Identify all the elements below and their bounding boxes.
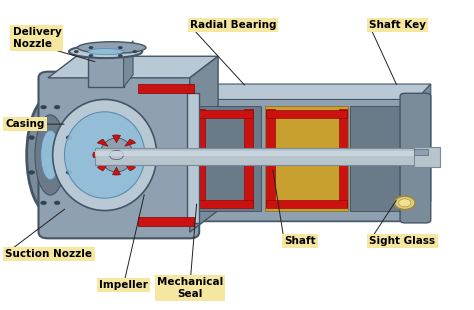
- Circle shape: [66, 136, 72, 140]
- Bar: [244, 109, 253, 207]
- Bar: [414, 147, 440, 167]
- Bar: [197, 200, 253, 208]
- Bar: [414, 149, 428, 155]
- Ellipse shape: [64, 112, 145, 198]
- Circle shape: [109, 150, 124, 160]
- Ellipse shape: [88, 49, 123, 55]
- Bar: [197, 110, 253, 118]
- FancyBboxPatch shape: [38, 72, 199, 238]
- Wedge shape: [98, 139, 108, 146]
- Bar: [350, 106, 412, 210]
- Wedge shape: [98, 164, 108, 171]
- Circle shape: [54, 105, 60, 109]
- Circle shape: [74, 50, 79, 53]
- Circle shape: [54, 201, 60, 205]
- Ellipse shape: [35, 115, 66, 195]
- Wedge shape: [128, 152, 140, 158]
- Bar: [95, 148, 417, 165]
- Text: Mechanical
Seal: Mechanical Seal: [156, 277, 223, 299]
- Wedge shape: [125, 139, 136, 146]
- Bar: [194, 106, 261, 210]
- Polygon shape: [48, 56, 218, 78]
- Ellipse shape: [77, 42, 146, 53]
- Bar: [266, 109, 275, 207]
- Text: Delivery
Nozzle: Delivery Nozzle: [12, 27, 61, 49]
- Wedge shape: [93, 152, 105, 158]
- Circle shape: [41, 105, 46, 109]
- Bar: [95, 151, 417, 156]
- Circle shape: [133, 50, 137, 53]
- Bar: [266, 110, 347, 118]
- Ellipse shape: [53, 100, 156, 210]
- Text: Sight Glass: Sight Glass: [369, 237, 436, 246]
- Polygon shape: [417, 84, 431, 217]
- Ellipse shape: [41, 130, 60, 180]
- Text: Impeller: Impeller: [99, 280, 148, 290]
- Circle shape: [29, 136, 35, 140]
- Circle shape: [41, 201, 46, 205]
- Circle shape: [89, 54, 93, 57]
- Bar: [197, 109, 205, 207]
- Bar: [138, 84, 194, 93]
- Ellipse shape: [27, 96, 74, 214]
- Circle shape: [118, 54, 123, 57]
- Text: Radial Bearing: Radial Bearing: [190, 20, 276, 30]
- Ellipse shape: [100, 138, 133, 172]
- FancyBboxPatch shape: [182, 95, 424, 221]
- Bar: [88, 53, 124, 87]
- Circle shape: [29, 170, 35, 174]
- Circle shape: [66, 170, 72, 174]
- Bar: [138, 217, 194, 226]
- Ellipse shape: [69, 45, 142, 58]
- Wedge shape: [112, 135, 120, 143]
- Text: Casing: Casing: [5, 119, 45, 129]
- Circle shape: [118, 46, 123, 49]
- Bar: [265, 106, 348, 210]
- FancyBboxPatch shape: [400, 93, 431, 223]
- Bar: [187, 93, 199, 223]
- Circle shape: [394, 196, 415, 210]
- Circle shape: [399, 199, 411, 207]
- Text: Suction Nozzle: Suction Nozzle: [5, 249, 92, 259]
- Wedge shape: [125, 164, 136, 171]
- Bar: [266, 200, 347, 208]
- Bar: [338, 109, 347, 207]
- Text: Shaft Key: Shaft Key: [369, 20, 426, 30]
- Wedge shape: [112, 167, 120, 175]
- Polygon shape: [190, 56, 218, 232]
- Polygon shape: [124, 41, 133, 87]
- Polygon shape: [190, 84, 431, 100]
- Circle shape: [89, 46, 93, 49]
- Text: Shaft: Shaft: [284, 237, 316, 246]
